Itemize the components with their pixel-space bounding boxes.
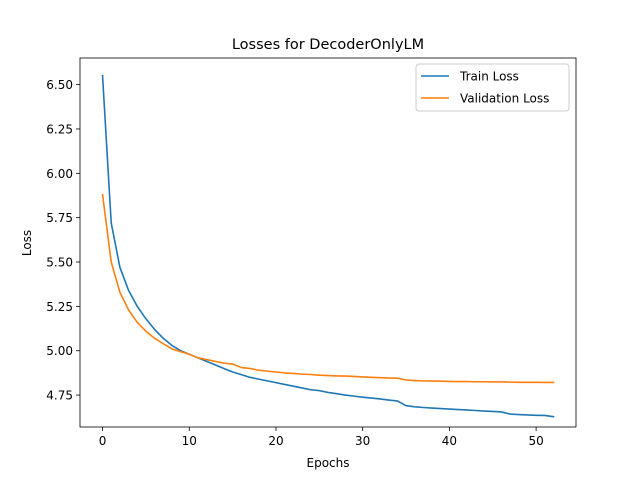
x-axis-label: Epochs <box>307 456 350 470</box>
y-tick-label: 5.25 <box>46 300 73 314</box>
y-tick-label: 5.50 <box>46 256 73 270</box>
chart-title: Losses for DecoderOnlyLM <box>232 37 424 53</box>
legend: Train Loss Validation Loss <box>415 63 570 112</box>
x-tick-label: 50 <box>528 434 543 448</box>
series-layer <box>101 74 555 418</box>
y-axis-label: Loss <box>20 230 34 256</box>
x-tick-label: 0 <box>99 434 107 448</box>
legend-label-train: Train Loss <box>459 70 519 84</box>
x-tick-label: 30 <box>355 434 370 448</box>
axes-frame <box>79 57 577 428</box>
y-tick-label: 4.75 <box>46 389 73 403</box>
y-tick-label: 6.50 <box>46 78 73 92</box>
y-tick-label: 6.00 <box>46 167 73 181</box>
x-tick-label: 40 <box>442 434 457 448</box>
legend-label-validation: Validation Loss <box>460 92 549 106</box>
x-ticks: 0 10 20 30 40 50 <box>99 427 544 448</box>
y-tick-label: 6.25 <box>46 122 73 136</box>
x-tick-label: 20 <box>268 434 283 448</box>
y-tick-label: 5.75 <box>46 211 73 225</box>
y-tick-label: 5.00 <box>46 344 73 358</box>
series-line-validation-loss <box>101 193 555 384</box>
series-line-train-loss <box>101 74 555 418</box>
x-tick-label: 10 <box>182 434 197 448</box>
y-ticks: 4.75 5.00 5.25 5.50 5.75 6.00 6.25 6.50 <box>46 78 80 403</box>
legend-box <box>415 63 570 112</box>
